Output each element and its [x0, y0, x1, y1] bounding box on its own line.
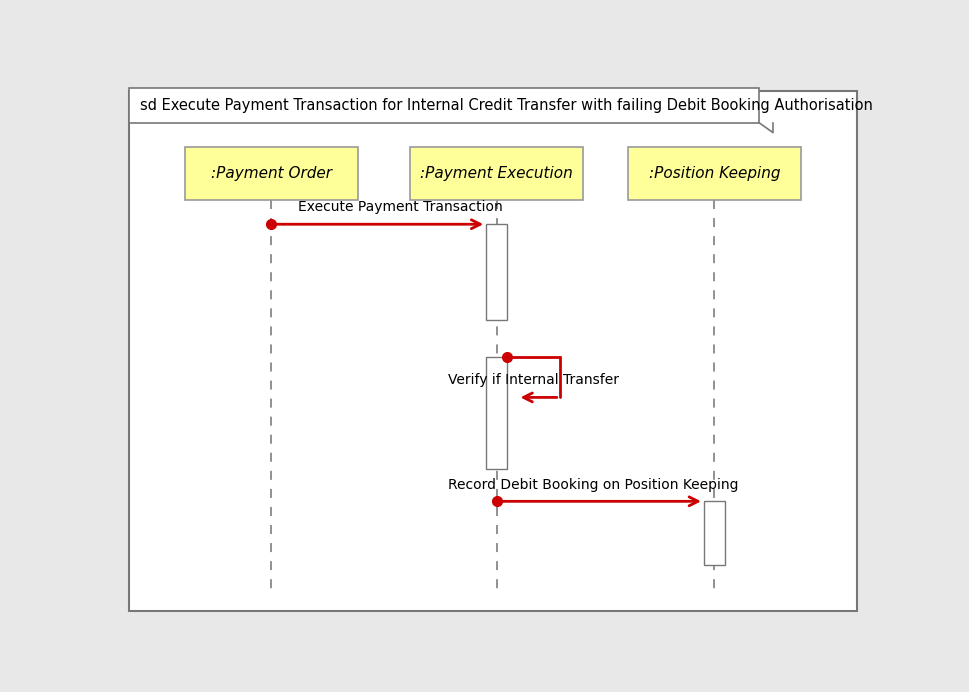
Bar	[129, 89, 760, 123]
Bar	[185, 147, 358, 200]
Bar	[486, 358, 507, 469]
Text: Record Debit Booking on Position Keeping: Record Debit Booking on Position Keeping	[448, 477, 738, 492]
Text: :Payment Order: :Payment Order	[211, 166, 331, 181]
Text: Execute Payment Transaction: Execute Payment Transaction	[297, 199, 502, 214]
Bar	[703, 501, 725, 565]
Text: sd Execute Payment Transaction for Internal Credit Transfer with failing Debit B: sd Execute Payment Transaction for Inter…	[140, 98, 873, 113]
Text: Verify if Internal Transfer: Verify if Internal Transfer	[448, 373, 619, 387]
Text: :Payment Execution: :Payment Execution	[421, 166, 573, 181]
Bar	[628, 147, 800, 200]
Text: :Position Keeping: :Position Keeping	[648, 166, 780, 181]
Bar	[486, 224, 507, 320]
Bar	[410, 147, 583, 200]
